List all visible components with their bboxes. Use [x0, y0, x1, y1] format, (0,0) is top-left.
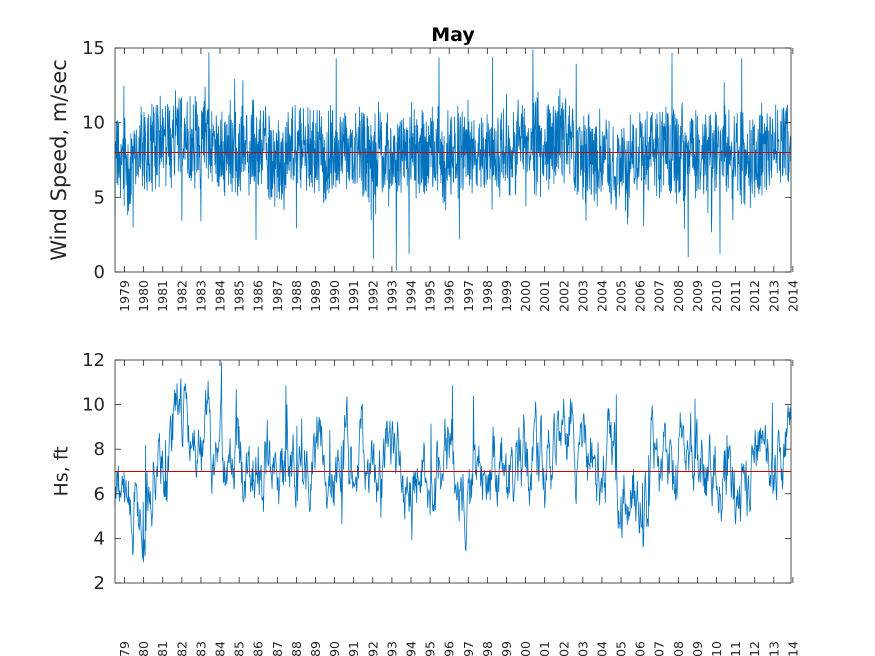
- x-tick-label: 05: [614, 641, 629, 656]
- wind-speed-y-axis-label: Wind Speed, m/sec: [47, 59, 71, 261]
- x-tick-label: 09: [690, 641, 705, 656]
- chart-title: May: [431, 24, 475, 46]
- x-tick-label: 2004: [594, 280, 609, 312]
- x-tick-label: 2010: [709, 280, 724, 312]
- x-tick-label: 99: [499, 641, 514, 656]
- x-tick-label: 1989: [308, 280, 323, 312]
- y-tick-label: 5: [94, 187, 105, 208]
- x-tick-label: 83: [193, 641, 208, 656]
- y-tick-label: 12: [82, 350, 105, 371]
- x-tick-label: 88: [289, 641, 304, 656]
- wave-height-series-line: [114, 362, 791, 563]
- x-tick-label: 2014: [785, 280, 800, 312]
- wind-speed-axes-box: [114, 47, 792, 273]
- wind-speed-ticks: 0 5 10 15 1979 1980 1981 1982 1983 1984 1985 1986 19…: [82, 38, 800, 312]
- x-tick-label: 1988: [289, 280, 304, 312]
- x-tick-label: 2012: [747, 280, 762, 312]
- x-tick-label: 86: [251, 641, 266, 656]
- x-tick-label: 1982: [174, 280, 189, 312]
- x-tick-label: 1980: [136, 280, 151, 312]
- x-tick-label: 07: [652, 641, 667, 656]
- x-tick-label: 2000: [518, 280, 533, 312]
- x-tick-label: 1996: [442, 280, 457, 312]
- x-tick-label: 1997: [461, 280, 476, 312]
- y-tick-label: 0: [94, 262, 105, 283]
- wave-height-panel: 2 4 6 8 10 12 79 80 81 82 83 84 85 86 87 88 89 90 91 92 93 94…: [51, 350, 801, 656]
- x-tick-label: 03: [575, 641, 590, 656]
- x-tick-label: 89: [308, 641, 323, 656]
- x-tick-label: 2006: [633, 280, 648, 312]
- x-tick-label: 08: [671, 641, 686, 656]
- x-tick-label: 1983: [193, 280, 208, 312]
- y-tick-label: 2: [94, 573, 105, 594]
- x-tick-label: 06: [633, 641, 648, 656]
- x-tick-label: 2007: [652, 280, 667, 312]
- x-tick-label: 1995: [423, 280, 438, 312]
- x-tick-label: 01: [537, 641, 552, 656]
- x-tick-label: 1993: [384, 280, 399, 312]
- x-tick-label: 1987: [270, 280, 285, 312]
- x-tick-label: 91: [346, 641, 361, 656]
- y-tick-label: 15: [82, 38, 105, 59]
- y-tick-label: 10: [82, 395, 105, 416]
- x-tick-label: 1986: [251, 280, 266, 312]
- x-tick-label: 2001: [537, 280, 552, 312]
- x-tick-label: 2009: [690, 280, 705, 312]
- x-tick-label: 1981: [155, 280, 170, 312]
- wind-speed-panel: 0 5 10 15 1979 1980 1981 1982 1983 1984 1985 1986 19…: [47, 24, 800, 312]
- x-tick-label: 04: [594, 641, 609, 656]
- x-tick-label: 95: [423, 641, 438, 656]
- y-tick-label: 4: [94, 528, 105, 549]
- x-tick-label: 2008: [671, 280, 686, 312]
- x-tick-label: 85: [232, 641, 247, 656]
- x-tick-label: 87: [270, 641, 285, 656]
- x-tick-label: 81: [155, 641, 170, 656]
- x-tick-label: 82: [174, 641, 189, 656]
- x-tick-label: 84: [213, 641, 228, 656]
- x-tick-label: 1979: [117, 280, 132, 312]
- x-tick-label: 79: [117, 641, 132, 656]
- x-tick-label: 94: [403, 641, 418, 656]
- x-tick-label: 93: [384, 641, 399, 656]
- x-tick-label: 96: [442, 641, 457, 656]
- wave-height-ticks: 2 4 6 8 10 12 79 80 81 82 83 84 85 86 87 88 89 90 91 92 93 94…: [82, 350, 800, 656]
- x-tick-label: 1994: [403, 280, 418, 312]
- y-tick-label: 10: [82, 113, 105, 134]
- x-tick-label: 80: [136, 641, 151, 656]
- x-tick-label: 1998: [480, 280, 495, 312]
- x-tick-label: 1992: [365, 280, 380, 312]
- x-tick-label: 00: [518, 641, 533, 656]
- x-tick-label: 14: [785, 641, 800, 656]
- x-tick-label: 13: [766, 641, 781, 656]
- x-tick-label: 2003: [575, 280, 590, 312]
- x-tick-label: 97: [461, 641, 476, 656]
- x-tick-label: 2005: [614, 280, 629, 312]
- x-tick-label: 98: [480, 641, 495, 656]
- y-tick-label: 8: [94, 439, 105, 460]
- x-tick-label: 1985: [232, 280, 247, 312]
- x-tick-label: 1990: [327, 280, 342, 312]
- x-tick-label: 02: [556, 641, 571, 656]
- x-tick-label: 2013: [766, 280, 781, 312]
- x-tick-label: 2011: [728, 280, 743, 312]
- wave-height-axes-box: [114, 359, 792, 584]
- y-tick-label: 6: [94, 484, 105, 505]
- x-tick-label: 12: [747, 641, 762, 656]
- x-tick-label: 1999: [499, 280, 514, 312]
- x-tick-label: 11: [728, 641, 743, 656]
- x-tick-label: 90: [327, 641, 342, 656]
- x-tick-label: 10: [709, 641, 724, 656]
- x-tick-label: 1984: [213, 280, 228, 312]
- x-tick-label: 2002: [556, 280, 571, 312]
- wave-height-y-axis-label: Hs, ft: [51, 446, 73, 496]
- x-tick-label: 1991: [346, 280, 361, 312]
- x-tick-label: 92: [365, 641, 380, 656]
